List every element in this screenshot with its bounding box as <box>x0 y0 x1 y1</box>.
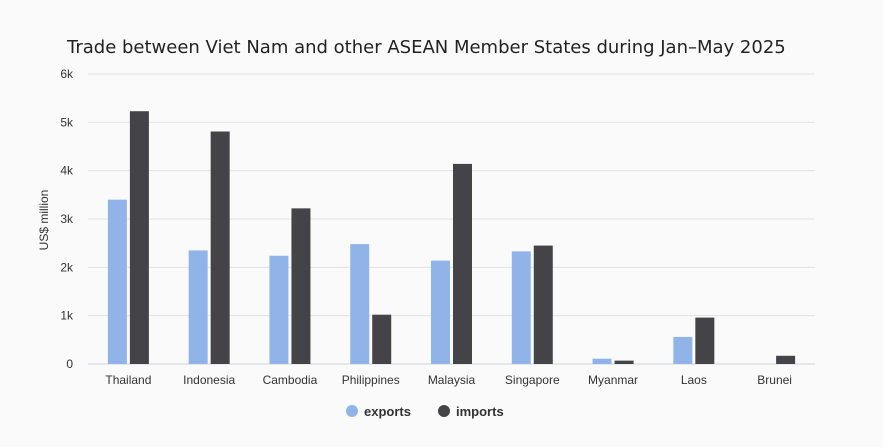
y-tick-label: 2k <box>60 260 74 274</box>
bar-imports-philippines[interactable] <box>372 314 392 364</box>
x-axis-ticks: Thailand Indonesia Cambodia Philippines Mala… <box>105 373 792 387</box>
legend-label-imports[interactable]: imports <box>456 404 504 419</box>
x-tick-label: Philippines <box>342 373 400 387</box>
bar-imports-singapore[interactable] <box>533 245 553 364</box>
y-tick-label: 6k <box>60 67 74 81</box>
bar-exports-malaysia[interactable] <box>431 260 450 364</box>
bar-exports-indonesia[interactable] <box>188 250 208 364</box>
x-tick-label: Singapore <box>505 373 560 387</box>
y-axis-ticks: 0 1k 2k 3k 4k 5k 6k <box>60 67 74 371</box>
bar-imports-indonesia[interactable] <box>210 131 230 364</box>
bars <box>107 111 796 364</box>
bar-imports-brunei[interactable] <box>776 355 796 364</box>
bar-imports-malaysia[interactable] <box>453 163 472 364</box>
x-tick-label: Thailand <box>105 373 151 387</box>
bar-imports-myanmar[interactable] <box>614 360 634 364</box>
chart-title: Trade between Viet Nam and other ASEAN M… <box>66 37 786 58</box>
x-tick-label: Myanmar <box>588 373 638 387</box>
bar-imports-thailand[interactable] <box>129 111 149 364</box>
y-tick-label: 1k <box>60 309 74 323</box>
bar-imports-laos[interactable] <box>695 317 715 364</box>
x-tick-label: Laos <box>681 373 707 387</box>
y-tick-label: 5k <box>60 115 74 129</box>
bar-exports-thailand[interactable] <box>107 199 127 364</box>
x-tick-label: Cambodia <box>263 373 318 387</box>
gridlines <box>88 73 815 365</box>
bar-exports-philippines[interactable] <box>350 244 370 364</box>
y-tick-label: 0 <box>66 357 73 371</box>
y-tick-label: 4k <box>60 164 74 178</box>
x-tick-label: Malaysia <box>428 373 476 387</box>
legend-marker-exports[interactable] <box>346 405 358 417</box>
y-tick-label: 3k <box>60 212 74 226</box>
legend[interactable]: exports imports <box>346 404 504 419</box>
bar-exports-singapore[interactable] <box>511 251 531 364</box>
x-tick-label: Indonesia <box>183 373 235 387</box>
legend-marker-imports[interactable] <box>438 405 450 417</box>
bar-imports-cambodia[interactable] <box>291 208 311 364</box>
legend-label-exports[interactable]: exports <box>364 404 411 419</box>
x-tick-label: Brunei <box>757 373 792 387</box>
y-axis-label: US$ million <box>37 190 51 251</box>
bar-exports-myanmar[interactable] <box>592 358 612 364</box>
bar-exports-cambodia[interactable] <box>269 255 289 364</box>
bar-exports-laos[interactable] <box>673 336 693 364</box>
